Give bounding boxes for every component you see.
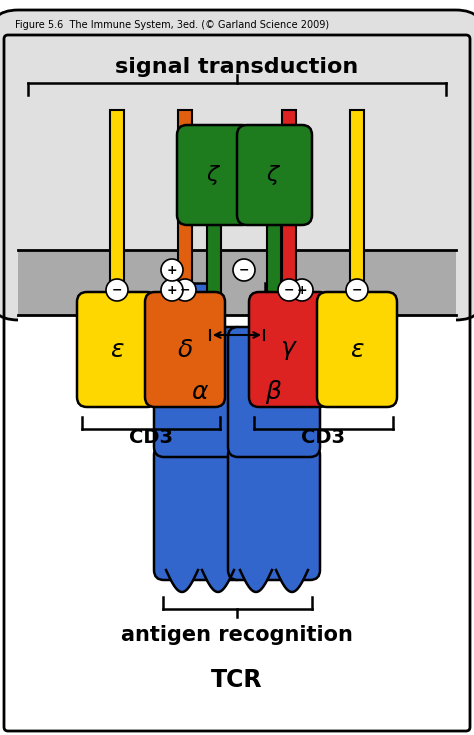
FancyBboxPatch shape: [77, 292, 157, 407]
Circle shape: [233, 259, 255, 281]
Bar: [110, 110, 124, 302]
Text: +: +: [167, 264, 177, 276]
Bar: [18, 315, 456, 717]
FancyBboxPatch shape: [177, 125, 252, 225]
Bar: [282, 110, 296, 302]
Bar: [265, 283, 283, 337]
Text: −: −: [284, 284, 294, 296]
Circle shape: [174, 279, 196, 301]
FancyBboxPatch shape: [317, 292, 397, 407]
Circle shape: [346, 279, 368, 301]
Bar: [178, 110, 192, 302]
FancyBboxPatch shape: [228, 445, 320, 580]
Text: $\beta$: $\beta$: [265, 378, 283, 406]
Text: +: +: [297, 284, 307, 296]
FancyBboxPatch shape: [228, 327, 320, 457]
Bar: [267, 215, 281, 315]
Bar: [18, 250, 456, 315]
Text: $\varepsilon$: $\varepsilon$: [109, 338, 124, 362]
Text: CD3: CD3: [129, 428, 173, 446]
Text: +: +: [167, 284, 177, 296]
FancyBboxPatch shape: [249, 292, 329, 407]
Text: $\varepsilon$: $\varepsilon$: [350, 338, 365, 362]
Text: antigen recognition: antigen recognition: [121, 625, 353, 645]
Bar: [350, 110, 364, 302]
Polygon shape: [202, 570, 234, 592]
FancyBboxPatch shape: [145, 292, 225, 407]
Polygon shape: [276, 570, 308, 592]
Circle shape: [161, 279, 183, 301]
Text: $\delta$: $\delta$: [177, 338, 193, 362]
Text: $\zeta$: $\zeta$: [206, 163, 222, 187]
Text: −: −: [352, 284, 362, 296]
Text: −: −: [180, 284, 190, 296]
Circle shape: [161, 259, 183, 281]
Text: Figure 5.6  The Immune System, 3ed. (© Garland Science 2009): Figure 5.6 The Immune System, 3ed. (© Ga…: [15, 20, 329, 30]
Polygon shape: [166, 570, 198, 592]
Bar: [207, 215, 221, 315]
Circle shape: [106, 279, 128, 301]
Circle shape: [291, 279, 313, 301]
Text: −: −: [112, 284, 122, 296]
FancyBboxPatch shape: [237, 125, 312, 225]
Text: TCR: TCR: [211, 668, 263, 692]
Text: CD3: CD3: [301, 428, 345, 446]
Text: $\zeta$: $\zeta$: [266, 163, 282, 187]
FancyBboxPatch shape: [0, 10, 474, 320]
Bar: [191, 283, 209, 337]
FancyBboxPatch shape: [154, 327, 246, 457]
Text: −: −: [239, 264, 249, 276]
Polygon shape: [240, 570, 272, 592]
Text: $\alpha$: $\alpha$: [191, 380, 209, 404]
Circle shape: [278, 279, 300, 301]
Text: signal transduction: signal transduction: [115, 57, 359, 77]
FancyBboxPatch shape: [154, 445, 246, 580]
Text: $\gamma$: $\gamma$: [280, 338, 298, 362]
